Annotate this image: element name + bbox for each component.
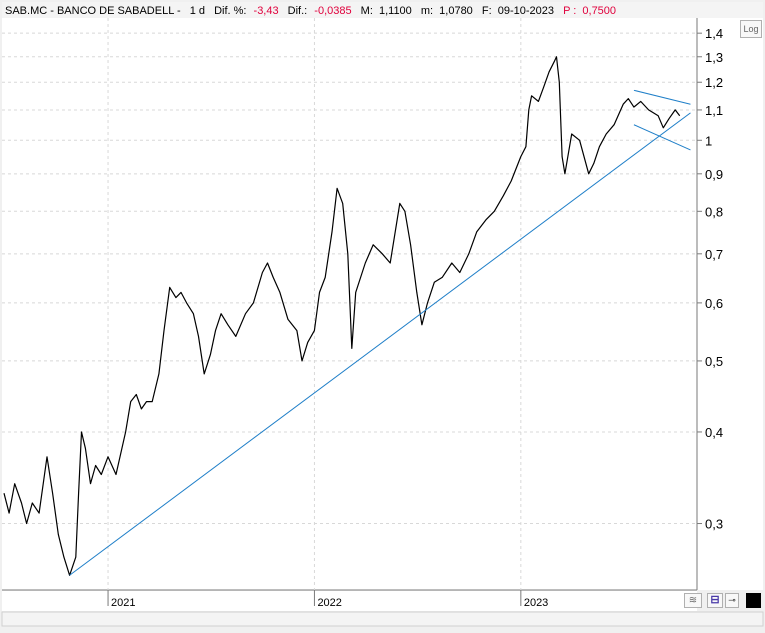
y-tick-label: 1,4	[705, 26, 723, 41]
y-tick-label: 1	[705, 133, 712, 148]
y-tick-label: 1,2	[705, 75, 723, 90]
header-dif-pct-label: Dif. %:	[214, 5, 246, 17]
y-tick-label: 0,4	[705, 425, 723, 440]
y-tick-label: 1,1	[705, 103, 723, 118]
series-layer	[3, 56, 681, 576]
x-tick-label: 2023	[524, 597, 548, 609]
x-tick-layer: 2021 2022 2023	[107, 590, 548, 609]
price-axis	[697, 18, 763, 590]
header-date-value: 09-10-2023	[498, 5, 554, 17]
y-tick-label: 0,7	[705, 247, 723, 262]
log-scale-button[interactable]: Log	[740, 20, 762, 38]
header-bar	[2, 2, 763, 18]
color-swatch-icon[interactable]	[746, 593, 761, 608]
x-tick-label: 2022	[317, 597, 341, 609]
header-min-label: m:	[421, 5, 433, 17]
header-max-value: 1,1100	[379, 5, 412, 17]
time-axis	[2, 591, 697, 611]
attach-icon[interactable]: ⊸	[725, 593, 739, 608]
grid-layer	[2, 18, 697, 590]
trend-layer	[69, 89, 691, 576]
auto-scale-icon[interactable]: ≋	[684, 593, 702, 608]
header-dif-value: -0,0385	[314, 5, 351, 17]
header-period: 1 d	[190, 5, 205, 17]
y-tick-label: 0,5	[705, 354, 723, 369]
y-tick-label: 0,9	[705, 167, 723, 182]
header-price-label: P :	[563, 5, 576, 17]
header-dif-pct-value: -3,43	[254, 5, 279, 17]
y-tick-label: 0,8	[705, 204, 723, 219]
trendline	[633, 124, 691, 151]
header-symbol: SAB.MC - BANCO DE SABADELL -	[5, 5, 181, 17]
header-max-label: M:	[361, 5, 373, 17]
save-icon[interactable]: ⊟	[707, 593, 723, 608]
price-series-line	[3, 56, 681, 576]
header-dif-label: Dif.:	[288, 5, 308, 17]
x-tick-label: 2021	[111, 597, 135, 609]
header-date-label: F:	[482, 5, 492, 17]
header-text: SAB.MC - BANCO DE SABADELL - 1 d Dif. %:…	[5, 5, 616, 17]
trendline	[633, 89, 691, 105]
log-scale-label: Log	[743, 24, 759, 34]
header-min-value: 1,0780	[439, 5, 473, 17]
trendline	[69, 112, 691, 576]
y-tick-layer: 1,4 1,3 1,2 1,1 1 0,9 0,8 0,7 0,6 0,5 0,4 0,3	[697, 26, 723, 532]
y-tick-label: 0,3	[705, 517, 723, 532]
scrollbar-track[interactable]	[1, 611, 764, 627]
y-tick-label: 0,6	[705, 296, 723, 311]
header-price-value: 0,7500	[582, 5, 616, 17]
y-tick-label: 1,3	[705, 50, 723, 65]
